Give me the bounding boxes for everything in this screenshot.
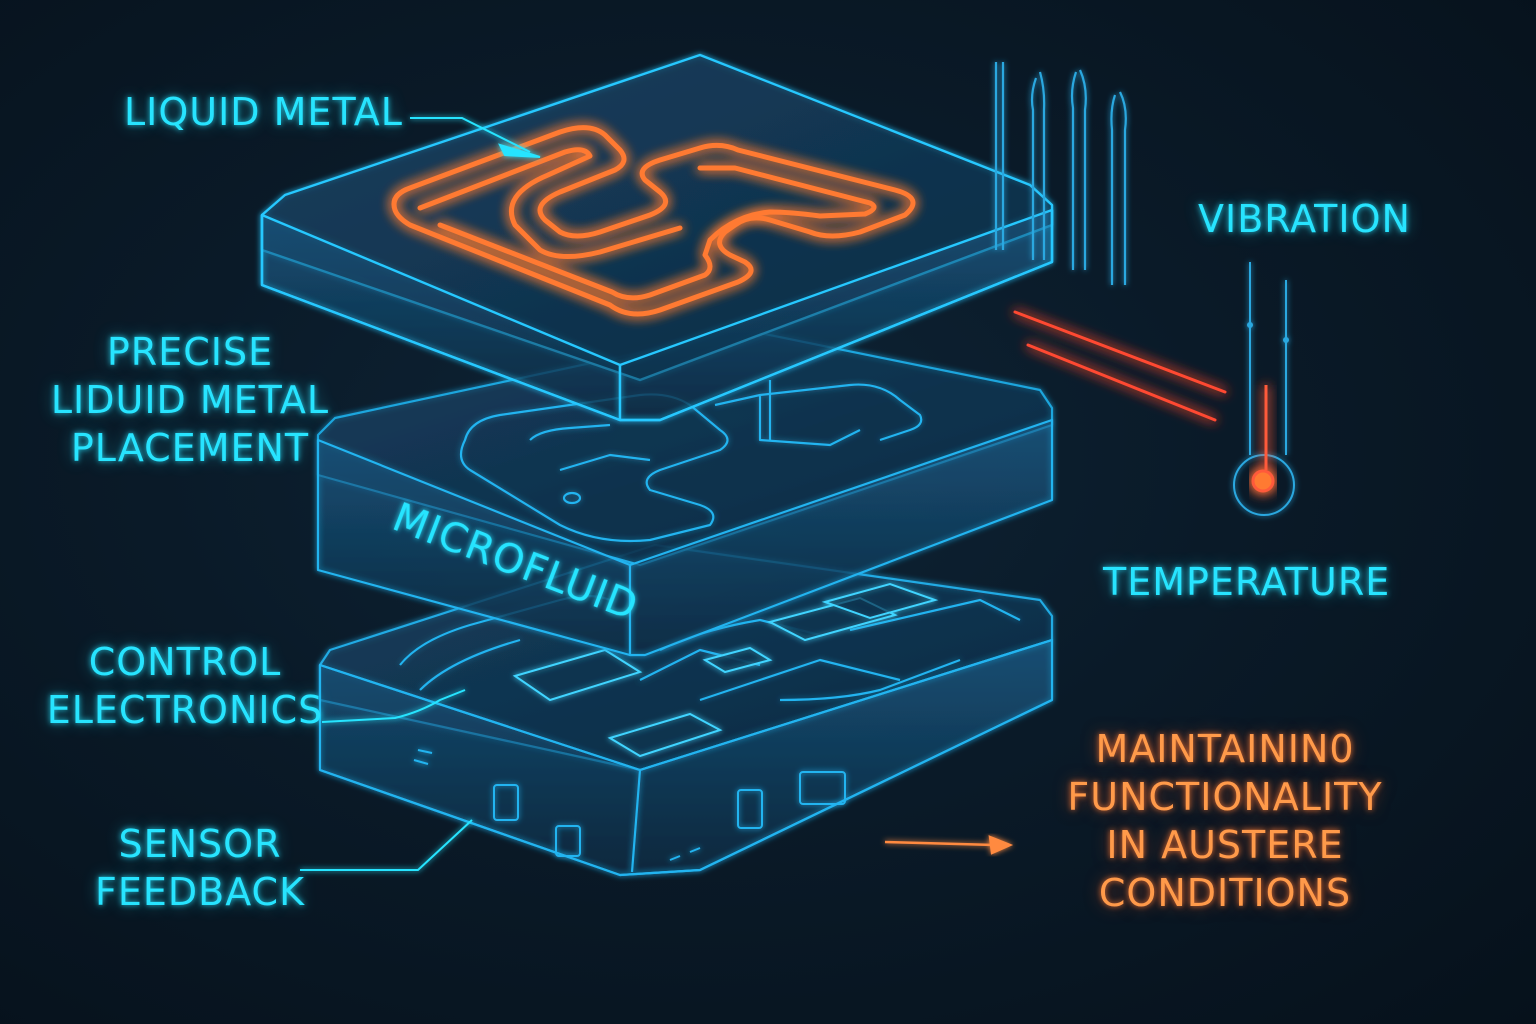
control-electronics-label: CONTROL ELECTRONICS: [30, 638, 340, 734]
leader-lines: [300, 689, 473, 871]
sensor-feedback-label: SENSOR FEEDBACK: [60, 820, 340, 916]
liquid-metal-layer: [260, 53, 1054, 422]
liquid-metal-label: LIQUID METAL: [124, 90, 403, 134]
control-electronics-line-2: ELECTRONICS: [46, 688, 324, 732]
port-icons: [413, 749, 846, 861]
liquid-metal-trace: [391, 125, 916, 317]
maintaining-line-1: MAINTAININ0: [1095, 727, 1355, 771]
maintaining-line-2: FUNCTIONALITY: [1067, 775, 1383, 819]
maintaining-line-4: CONDITIONS: [1098, 871, 1352, 915]
sensor-feedback-line-1: SENSOR: [118, 822, 282, 866]
precise-placement-line-3: PLACEMENT: [70, 426, 310, 470]
vibration-label: VIBRATION: [1198, 197, 1411, 241]
heat-lines: [1013, 310, 1227, 422]
maintaining-line-3: IN AUSTERE: [1106, 823, 1344, 867]
chip-components: [512, 582, 939, 758]
liquid-metal-arrow: [410, 117, 541, 158]
precise-placement-line-1: PRECISE: [106, 330, 274, 374]
microfluid-layer: [316, 328, 1054, 657]
control-electronics-line-1: CONTROL: [88, 640, 282, 684]
temperature-label: TEMPERATURE: [1103, 560, 1391, 604]
vibration-lines: [994, 62, 1127, 285]
temperature-probe: [1233, 262, 1295, 516]
precise-placement-line-2: LIDUID METAL: [50, 378, 330, 422]
precise-placement-label: PRECISE LIDUID METAL PLACEMENT: [40, 328, 340, 472]
maintaining-functionality-label: MAINTAININ0 FUNCTIONALITY IN AUSTERE CON…: [1030, 725, 1420, 917]
conclusion-arrow: [884, 835, 1014, 855]
sensor-feedback-line-2: FEEDBACK: [95, 870, 305, 914]
thermometer-bulb: [1251, 385, 1275, 493]
